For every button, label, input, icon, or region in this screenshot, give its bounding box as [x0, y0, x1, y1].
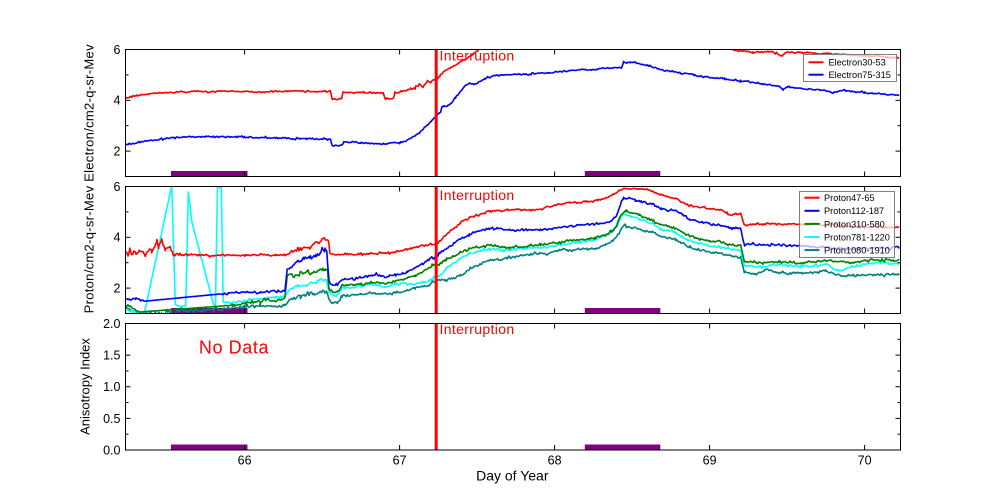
svg-text:67: 67 [393, 454, 407, 468]
svg-text:Proton47-65: Proton47-65 [824, 193, 875, 203]
svg-text:Proton310-580: Proton310-580 [824, 219, 885, 229]
svg-text:Proton/cm2-q-sr-Mev: Proton/cm2-q-sr-Mev [82, 185, 97, 313]
svg-text:4: 4 [114, 94, 121, 108]
svg-text:2: 2 [114, 282, 121, 296]
svg-text:Electron75-315: Electron75-315 [829, 70, 891, 80]
svg-text:4: 4 [114, 231, 121, 245]
svg-text:Interruption: Interruption [440, 321, 515, 337]
svg-text:Interruption: Interruption [440, 187, 515, 203]
svg-text:70: 70 [858, 454, 872, 468]
svg-text:0.5: 0.5 [103, 412, 120, 426]
svg-text:Day of Year: Day of Year [476, 467, 549, 483]
svg-text:68: 68 [548, 454, 562, 468]
svg-text:2: 2 [114, 145, 121, 159]
svg-text:Electron30-53: Electron30-53 [829, 58, 886, 68]
svg-text:Proton112-187: Proton112-187 [824, 206, 884, 216]
svg-text:1.5: 1.5 [103, 349, 120, 363]
svg-text:1.0: 1.0 [103, 380, 120, 394]
svg-text:69: 69 [703, 454, 717, 468]
svg-text:Electron/cm2-q-sr-Mev: Electron/cm2-q-sr-Mev [82, 44, 97, 182]
svg-text:0.0: 0.0 [103, 443, 120, 457]
svg-text:2.0: 2.0 [103, 317, 120, 331]
svg-text:Anisotropy Index: Anisotropy Index [78, 338, 93, 435]
svg-text:Proton781-1220: Proton781-1220 [824, 232, 890, 242]
svg-text:No Data: No Data [199, 338, 270, 358]
svg-text:6: 6 [114, 43, 121, 57]
svg-text:6: 6 [114, 180, 121, 194]
svg-text:Prton1080-1910: Prton1080-1910 [824, 246, 890, 256]
svg-text:Interruption: Interruption [440, 48, 515, 64]
svg-text:66: 66 [238, 454, 252, 468]
